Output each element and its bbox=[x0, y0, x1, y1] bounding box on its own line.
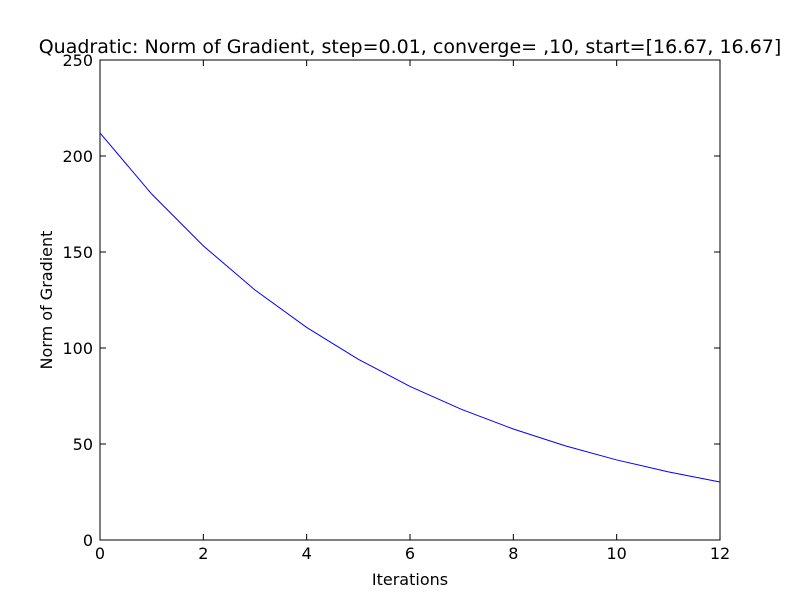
x-tick-label: 8 bbox=[508, 544, 518, 563]
y-axis: 0 50 100 150 200 250 bbox=[62, 51, 720, 550]
y-tick-label: 100 bbox=[62, 339, 93, 358]
x-tick-label: 12 bbox=[710, 544, 730, 563]
y-tick-label: 0 bbox=[83, 531, 93, 550]
series-layer bbox=[99, 132, 721, 483]
series-line bbox=[99, 132, 721, 483]
y-tick-label: 250 bbox=[62, 51, 93, 70]
x-tick-label: 4 bbox=[302, 544, 312, 563]
y-tick-label: 50 bbox=[73, 435, 93, 454]
x-axis: 0 2 4 6 8 10 12 bbox=[95, 60, 730, 563]
x-tick-label: 6 bbox=[405, 544, 415, 563]
plot-frame bbox=[99, 59, 721, 541]
x-tick-label: 10 bbox=[606, 544, 626, 563]
plot-area bbox=[99, 59, 721, 541]
y-tick-label: 200 bbox=[62, 147, 93, 166]
y-tick-label: 150 bbox=[62, 243, 93, 262]
chart-title: Quadratic: Norm of Gradient, step=0.01, … bbox=[39, 36, 782, 58]
x-tick-label: 0 bbox=[95, 544, 105, 563]
x-axis-label: Iterations bbox=[372, 570, 448, 589]
y-axis-label: Norm of Gradient bbox=[37, 231, 56, 370]
x-tick-label: 2 bbox=[198, 544, 208, 563]
